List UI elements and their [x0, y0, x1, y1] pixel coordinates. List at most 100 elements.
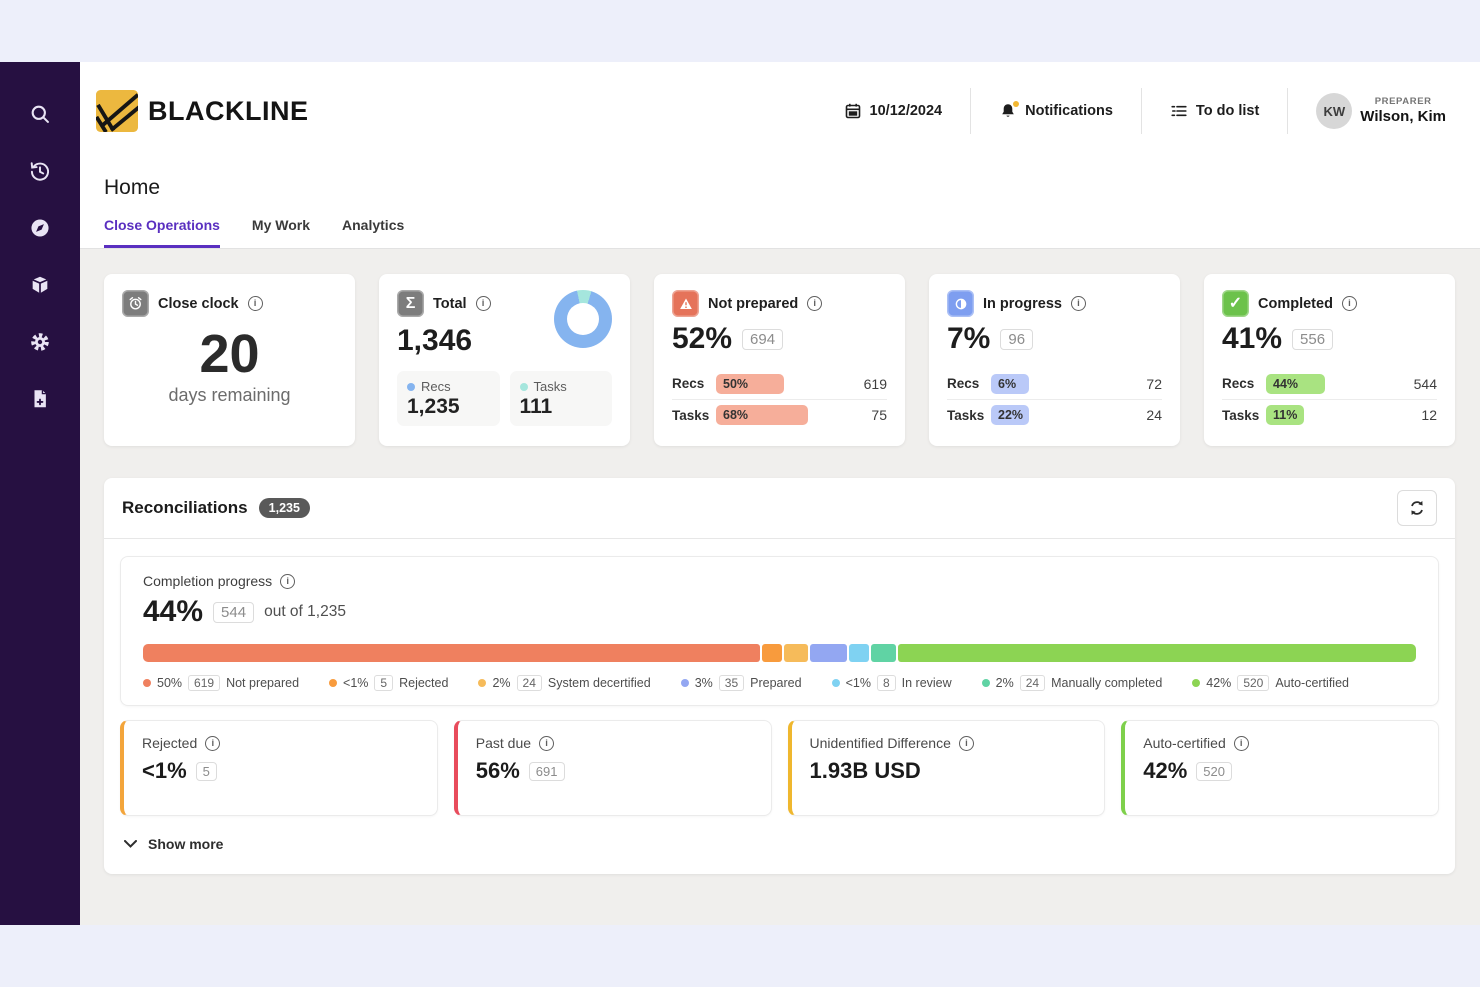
tasks-pct-pill: 22% — [991, 405, 1029, 425]
tasks-pct-pill: 11% — [1266, 405, 1304, 425]
legend-dot — [329, 679, 338, 687]
completion-pct: 44% — [143, 595, 204, 628]
legend-dot — [1192, 679, 1201, 687]
bar-segment-prepared — [810, 644, 848, 662]
recs-dot — [407, 382, 415, 391]
period-date-button[interactable]: 10/12/2024 — [844, 102, 943, 120]
document-add-icon[interactable] — [24, 383, 56, 415]
completion-legend: 50% 619 Not prepared <1% 5 Rejected 2% 24 Syst… — [143, 675, 1416, 691]
sigma-icon: Σ — [397, 290, 424, 317]
legend-item-manually-completed: 2% 24 Manually completed — [981, 675, 1163, 691]
legend-label: Manually completed — [1051, 676, 1163, 690]
todo-list-icon — [1171, 105, 1187, 117]
recs-line: Recs 6% 72 — [947, 373, 1162, 394]
show-more-button[interactable]: Show more — [124, 836, 223, 852]
tab-my-work[interactable]: My Work — [252, 217, 310, 248]
legend-count: 24 — [1019, 675, 1046, 691]
info-icon[interactable]: i — [958, 735, 974, 751]
legend-item-auto-certified: 42% 520 Auto-certified — [1192, 675, 1349, 691]
info-icon[interactable]: i — [1070, 296, 1086, 311]
user-role: PREPARER — [1374, 95, 1432, 107]
titlebar: Home Close Operations My Work Analytics — [80, 160, 1480, 249]
total-donut — [554, 290, 612, 348]
solutions-cube-icon[interactable] — [24, 269, 56, 301]
half-circle-icon — [947, 290, 974, 317]
recs-pct-pill: 50% — [716, 373, 784, 394]
blackline-logo[interactable]: BLACKLINE — [96, 90, 309, 132]
bar-segment-auto-certified — [897, 644, 1416, 662]
completion-suffix: out of 1,235 — [264, 603, 346, 620]
settings-gear-icon[interactable] — [24, 326, 56, 358]
recs-pct-pill: 44% — [1266, 373, 1326, 394]
completion-progress-card: Completion progress i 44% 544 out of 1,2… — [120, 556, 1439, 706]
recs-line: Recs 50% 619 — [672, 373, 887, 394]
days-remaining-value: 20 — [199, 324, 260, 384]
tab-analytics[interactable]: Analytics — [342, 217, 404, 248]
info-icon[interactable]: i — [280, 573, 296, 589]
info-icon[interactable]: i — [247, 296, 263, 311]
legend-count: 5 — [374, 675, 394, 691]
topbar-actions: 10/12/2024 Notifications To do list — [844, 88, 1446, 134]
notifications-button[interactable]: Notifications — [999, 100, 1113, 121]
metric-badge: 520 — [1196, 761, 1232, 781]
legend-item-rejected: <1% 5 Rejected — [329, 675, 448, 691]
days-remaining-label: days remaining — [168, 385, 291, 406]
in-progress-count: 96 — [1000, 328, 1034, 350]
bar-segment-system-decertified — [783, 644, 809, 662]
search-icon[interactable] — [24, 98, 56, 130]
user-name: Wilson, Kim — [1360, 107, 1446, 125]
history-icon[interactable] — [24, 155, 56, 187]
completed-count: 556 — [1292, 328, 1334, 350]
not-prepared-pct: 52% — [672, 322, 733, 355]
tab-close-operations[interactable]: Close Operations — [104, 217, 220, 248]
warning-icon — [672, 290, 699, 317]
todo-list-label: To do list — [1195, 103, 1260, 119]
not-prepared-card: Not prepared i 52% 694 Recs 50% 619 — [654, 274, 905, 446]
reconciliations-panel: Reconciliations 1,235 — [104, 478, 1455, 874]
info-icon[interactable]: i — [475, 296, 491, 311]
calendar-icon — [845, 103, 860, 119]
notification-dot — [1013, 100, 1020, 107]
recs-line: Recs 44% 544 — [1222, 373, 1437, 394]
auto-certified-card: Auto-certified i 42% 520 — [1121, 720, 1439, 816]
legend-item-system-decertified: 2% 24 System decertified — [478, 675, 651, 691]
rejected-card: Rejected i <1% 5 — [120, 720, 438, 816]
current-date: 10/12/2024 — [869, 103, 943, 119]
bar-segment-in-review — [849, 644, 870, 662]
refresh-button[interactable] — [1397, 490, 1437, 526]
compass-icon[interactable] — [24, 212, 56, 244]
close-clock-card: Close clock i 20 days remaining — [104, 274, 355, 446]
legend-count: 8 — [876, 675, 896, 691]
reconciliations-title: Reconciliations — [122, 498, 248, 517]
bell-icon — [999, 100, 1020, 121]
user-menu[interactable]: KW PREPARER Wilson, Kim — [1316, 93, 1446, 129]
metric-badge: 691 — [528, 761, 565, 781]
info-icon[interactable]: i — [205, 735, 221, 751]
app-window: BLACKLINE 10/12/2024 Notifications — [0, 62, 1480, 925]
info-icon[interactable]: i — [539, 735, 555, 751]
notifications-label: Notifications — [1025, 103, 1113, 119]
recs-label: Recs — [421, 379, 451, 394]
total-recs-box: Recs 1,235 — [397, 371, 500, 426]
content: Close clock i 20 days remaining Σ Total … — [80, 249, 1480, 925]
total-card: Σ Total i 1,346 Recs 1,235 Tasks 111 — [379, 274, 630, 446]
card-title: Close clock — [158, 295, 239, 312]
completion-count: 544 — [213, 601, 255, 623]
tabs: Close Operations My Work Analytics — [104, 217, 1456, 248]
blackline-logo-mark — [96, 90, 138, 132]
card-title: Total — [433, 295, 467, 312]
completed-pct: 41% — [1222, 322, 1283, 355]
card-title: In progress — [983, 295, 1062, 312]
legend-count: 520 — [1237, 675, 1270, 691]
bar-segment-manually-completed — [871, 644, 896, 662]
info-icon[interactable]: i — [807, 296, 823, 311]
recs-value: 1,235 — [407, 395, 460, 418]
info-icon[interactable]: i — [1233, 735, 1249, 751]
legend-label: System decertified — [547, 676, 651, 690]
completed-card: ✓ Completed i 41% 556 Recs 44% 544 — [1204, 274, 1455, 446]
todo-list-button[interactable]: To do list — [1170, 102, 1259, 120]
bar-segment-rejected — [761, 644, 782, 662]
in-progress-card: In progress i 7% 96 Recs 6% 72 — [929, 274, 1180, 446]
legend-item-prepared: 3% 35 Prepared — [680, 675, 802, 691]
info-icon[interactable]: i — [1341, 296, 1357, 311]
